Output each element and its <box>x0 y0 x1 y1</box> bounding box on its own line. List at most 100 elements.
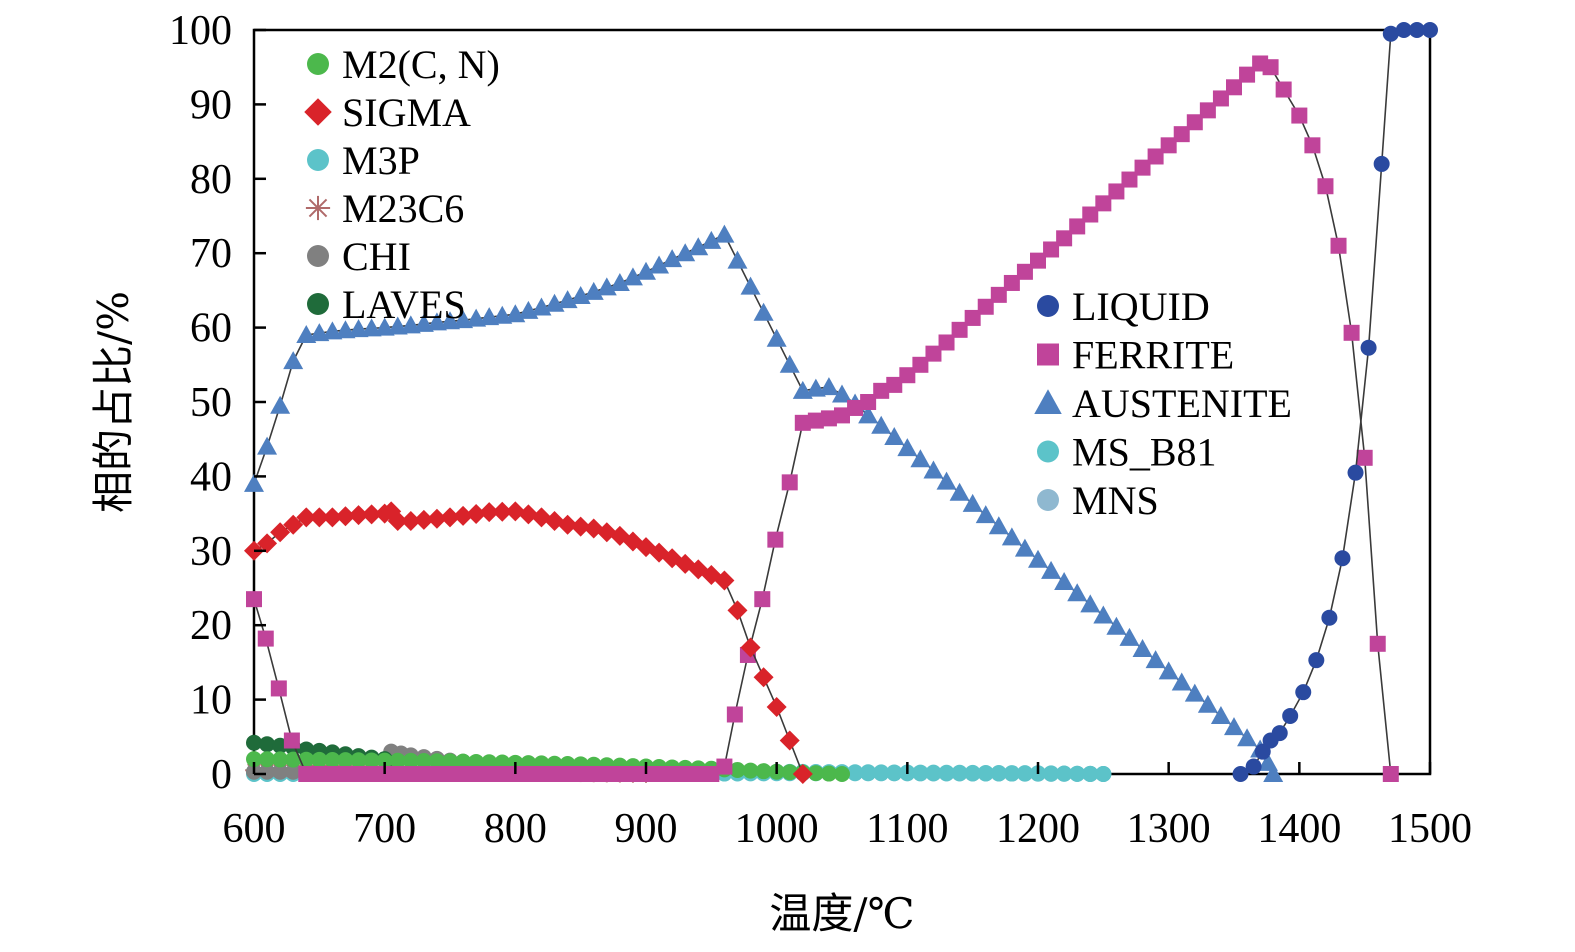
data-point-ferrite <box>990 286 1007 303</box>
data-point-sigma <box>518 504 539 525</box>
data-point-ferrite <box>860 394 877 410</box>
data-point-ferrite <box>1121 171 1138 188</box>
legend-entry-chi: CHI <box>307 234 411 279</box>
data-point-austenite <box>740 276 761 295</box>
data-point-liquid <box>1408 22 1425 38</box>
data-point-ferrite <box>964 309 981 326</box>
data-point-ferrite <box>1056 230 1073 247</box>
data-point-m3p <box>1003 765 1020 782</box>
data-point-austenite <box>662 249 683 268</box>
data-point-m3p <box>1056 765 1073 782</box>
data-point-ferrite <box>624 766 641 782</box>
data-point-ferrite <box>716 758 733 775</box>
data-point-austenite <box>1237 728 1258 747</box>
data-point-austenite <box>884 426 905 445</box>
data-point-ferrite <box>664 766 681 782</box>
data-point-liquid <box>1295 684 1312 701</box>
data-point-sigma <box>714 570 735 591</box>
data-point-ferrite <box>820 410 837 427</box>
data-point-ferrite <box>428 766 445 782</box>
data-point-liquid <box>1321 609 1338 626</box>
series-layer <box>244 22 1438 784</box>
data-point-ferrite <box>311 766 328 782</box>
data-point-m2-c-n <box>259 751 276 768</box>
data-point-ferrite <box>1186 114 1203 131</box>
data-point-liquid <box>1254 743 1271 760</box>
data-point-austenite <box>622 267 643 286</box>
legend-entry-ms-b81: MS_B81 <box>1037 430 1217 475</box>
data-point-m2-c-n <box>350 752 367 769</box>
ticks-layer: 600 700 800 900 1000 1100 1200 1300 1400 1500 0 10 2… <box>169 8 1472 852</box>
data-point-ferrite <box>468 766 485 782</box>
data-point-liquid <box>1232 766 1249 782</box>
data-point-ferrite <box>899 367 916 384</box>
data-point-m2-c-n <box>363 752 380 769</box>
data-point-ferrite <box>1330 237 1347 254</box>
legend-marker-liquid <box>1037 295 1059 317</box>
data-point-austenite <box>1132 639 1153 658</box>
data-point-m2-c-n <box>376 752 393 769</box>
data-point-sigma <box>426 508 447 529</box>
data-point-ferrite <box>298 766 315 782</box>
data-point-sigma <box>792 764 813 784</box>
data-point-m3p <box>977 764 994 781</box>
x-tick-label: 1400 <box>1257 806 1341 852</box>
data-point-laves <box>259 736 276 753</box>
x-tick-label: 600 <box>223 806 286 852</box>
data-point-ferrite <box>651 766 668 782</box>
legend-marker-laves <box>307 293 329 315</box>
data-point-ferrite <box>337 766 354 782</box>
data-point-m3p <box>847 764 864 781</box>
data-point-ferrite <box>912 356 929 373</box>
data-point-sigma <box>753 667 774 688</box>
series-liquid <box>1232 22 1438 782</box>
data-point-ferrite <box>703 766 720 782</box>
data-point-ferrite <box>1095 195 1112 212</box>
data-point-sigma <box>479 502 500 523</box>
legend-label-laves: LAVES <box>342 282 466 327</box>
data-point-ferrite <box>1043 241 1060 258</box>
data-point-austenite <box>649 255 670 274</box>
data-point-austenite <box>688 237 709 256</box>
data-point-ferrite <box>1173 126 1190 143</box>
data-point-ferrite <box>1003 274 1020 291</box>
x-tick-label: 700 <box>353 806 416 852</box>
data-point-ferrite <box>690 766 707 782</box>
data-point-ferrite <box>1016 263 1033 280</box>
data-point-ferrite <box>794 414 811 431</box>
data-point-austenite <box>832 384 852 403</box>
data-point-austenite <box>975 505 996 524</box>
legend-marker-mns <box>1037 489 1059 511</box>
legend-label-m3p: M3P <box>342 138 420 183</box>
data-point-m2-c-n <box>402 752 419 769</box>
data-point-sigma <box>283 514 304 535</box>
data-point-m2-c-n <box>834 766 850 782</box>
data-point-ferrite <box>611 766 628 782</box>
data-point-ferrite <box>1082 206 1099 223</box>
data-point-ferrite <box>598 766 615 782</box>
data-point-austenite <box>923 460 944 479</box>
series-austenite <box>244 224 1284 782</box>
x-tick-label: 1300 <box>1127 806 1211 852</box>
data-point-ferrite <box>1343 324 1360 341</box>
legend-entry-mns: MNS <box>1037 478 1159 523</box>
y-tick-label: 30 <box>190 529 232 575</box>
data-point-m2-c-n <box>820 765 837 782</box>
data-point-m2-c-n <box>285 751 302 768</box>
legend-entry-m3p: M3P <box>307 138 420 183</box>
data-point-liquid <box>1334 550 1351 567</box>
data-point-austenite <box>1001 527 1022 546</box>
data-point-sigma <box>400 511 421 532</box>
x-tick-label: 800 <box>484 806 547 852</box>
data-point-austenite <box>283 351 304 370</box>
data-point-m2-c-n <box>807 765 824 782</box>
data-point-ferrite <box>363 766 380 782</box>
data-point-liquid <box>1395 22 1412 38</box>
data-point-sigma <box>740 637 761 658</box>
data-point-ferrite <box>350 766 367 782</box>
data-point-m2-c-n <box>742 762 759 779</box>
y-tick-label: 10 <box>190 678 232 724</box>
data-point-austenite <box>257 436 278 455</box>
data-point-austenite <box>1106 616 1127 635</box>
data-point-ferrite <box>481 766 498 782</box>
